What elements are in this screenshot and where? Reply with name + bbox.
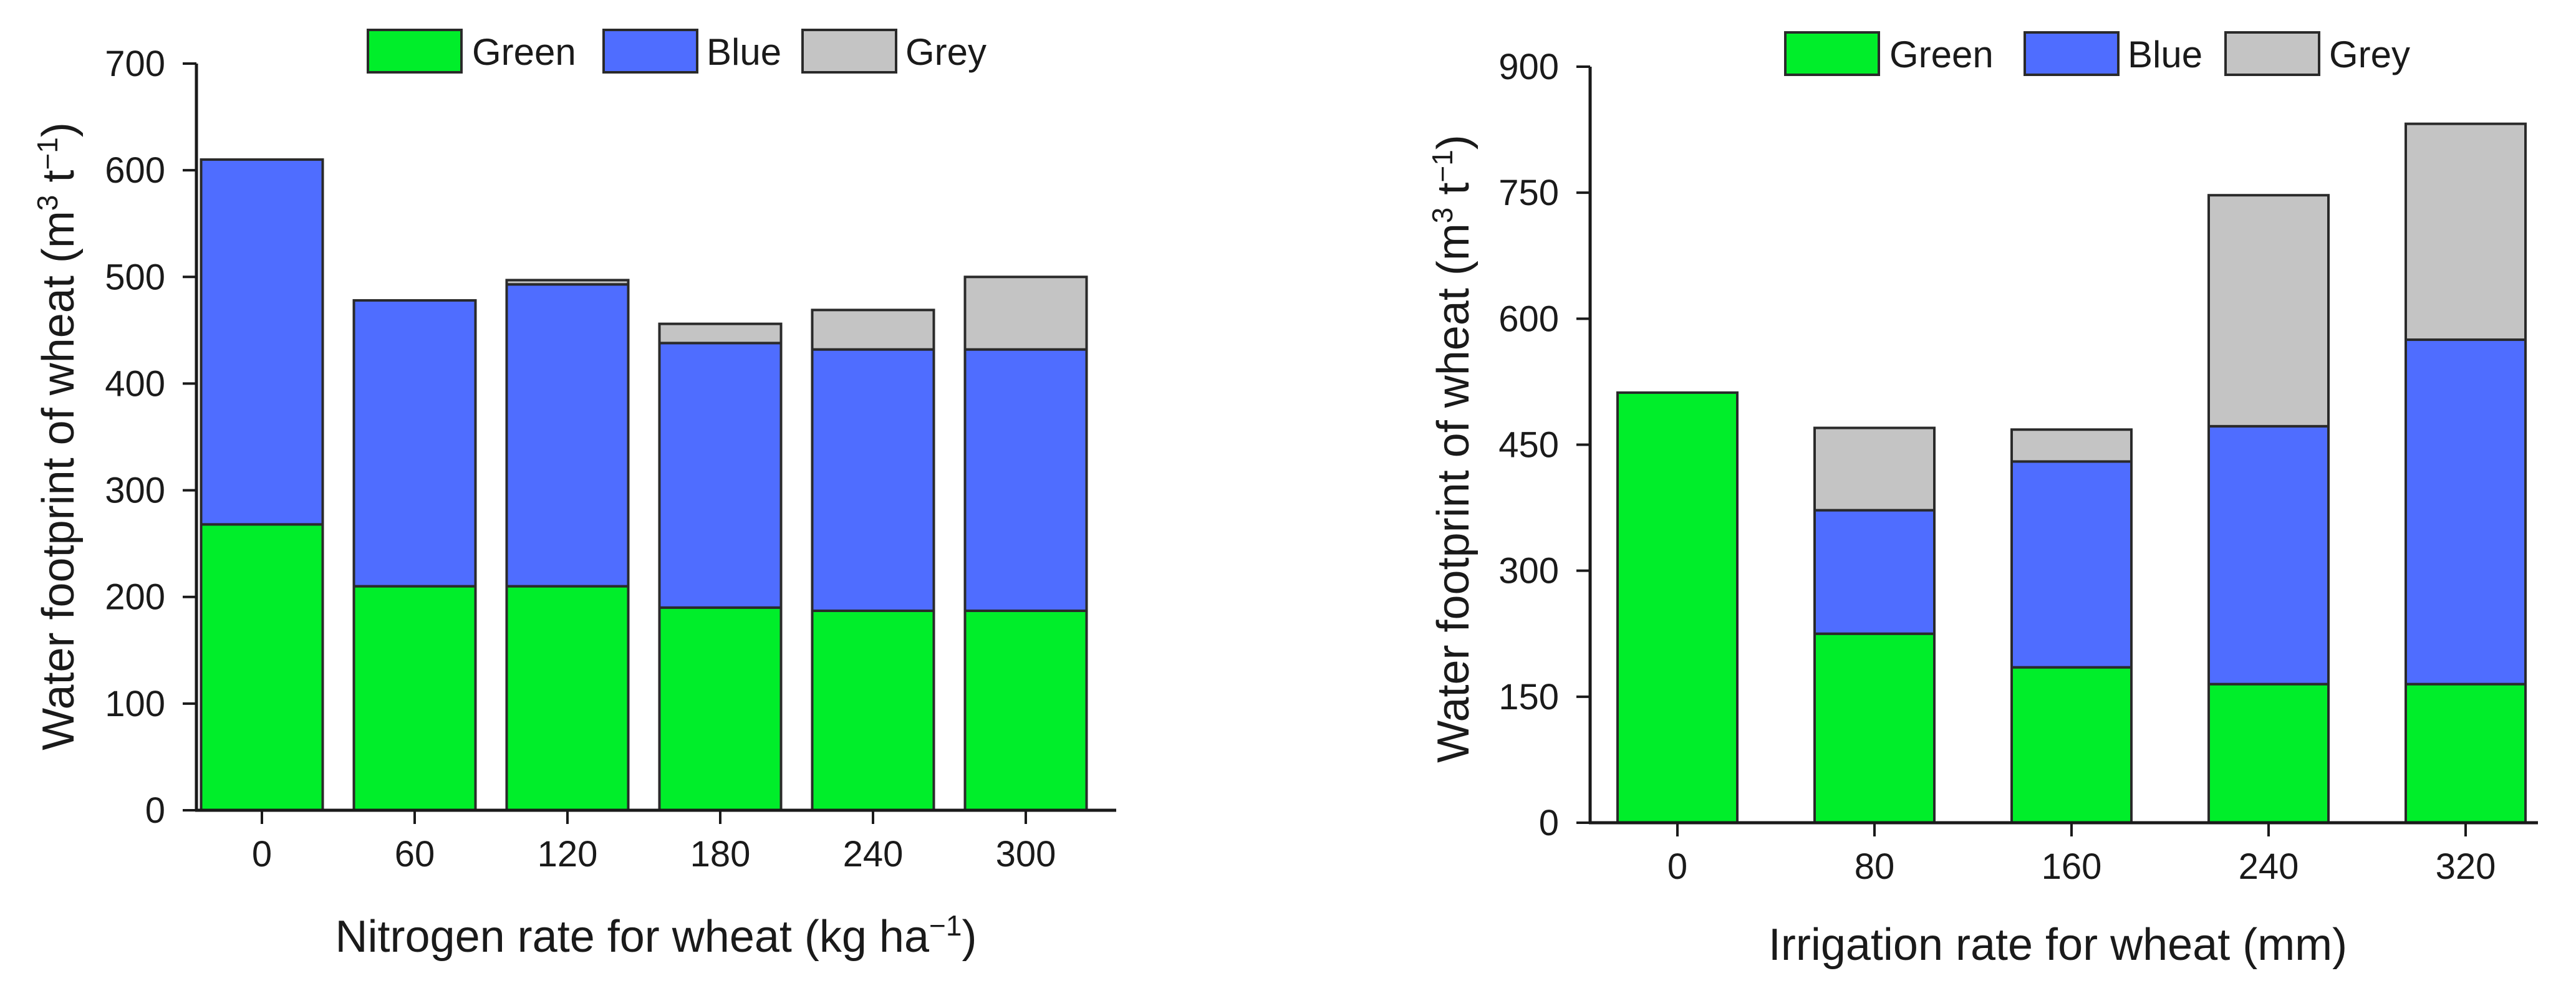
x-tick-label-80: 80	[1855, 846, 1895, 887]
bar-grey-300	[963, 275, 1088, 351]
legend-swatch-blue	[602, 29, 698, 74]
bar-blue-300	[963, 348, 1088, 612]
y-title-tail: )	[1429, 135, 1479, 150]
x-tick-label-180: 180	[690, 834, 751, 874]
chart-1-x-axis-title: Irrigation rate for wheat (mm)	[1768, 920, 2347, 970]
y-tick-label-150: 150	[1498, 677, 1559, 717]
chart-0-y-ticks: 0 100 200 300 400 500 600 700	[105, 44, 196, 831]
x-tick-label-300: 300	[996, 834, 1056, 874]
chart-0-y-axis-title: Water footprint of wheat (m3 t−1)	[31, 122, 84, 750]
bar-blue-240	[2207, 424, 2330, 686]
y-title-tail: )	[34, 122, 84, 137]
bar-grey-80	[1813, 426, 1936, 512]
bar-blue-240	[811, 348, 935, 612]
y-tick-label-0: 0	[1539, 803, 1559, 843]
legend-swatch-grey	[2224, 31, 2320, 76]
legend-label-blue: Blue	[707, 31, 781, 73]
legend-swatch-green	[367, 29, 463, 74]
y-title-text: Water footprint of wheat (m	[1429, 223, 1479, 763]
x-tick-label-0: 0	[252, 834, 272, 874]
y-title-sup2: −1	[1426, 150, 1459, 182]
bar-blue-0	[200, 158, 324, 526]
bar-grey-120	[505, 279, 630, 286]
y-tick-label-600: 600	[1498, 299, 1559, 339]
bar-blue-180	[658, 342, 783, 609]
legend-label-grey: Grey	[905, 31, 987, 73]
bar-green-180	[658, 606, 783, 812]
bar-green-60	[352, 585, 477, 812]
x-tick-label-240: 240	[843, 834, 904, 874]
y-tick-label-400: 400	[105, 363, 165, 404]
bar-green-300	[963, 609, 1088, 812]
bar-green-240	[2207, 682, 2330, 825]
bar-green-120	[505, 585, 630, 812]
x-title-tail: )	[962, 912, 977, 962]
bar-green-160	[2010, 666, 2133, 825]
x-tick-label-60: 60	[395, 834, 435, 874]
x-tick-label-240: 240	[2239, 846, 2299, 887]
chart-1-bars	[1616, 122, 2527, 825]
y-tick-label-750: 750	[1498, 173, 1559, 213]
bar-green-0	[200, 523, 324, 812]
bar-blue-80	[1813, 509, 1936, 635]
y-title-sup1: 3	[1426, 208, 1459, 224]
y-tick-label-0: 0	[145, 790, 165, 831]
y-title-sup1: 3	[31, 195, 64, 211]
bar-green-0	[1616, 391, 1739, 824]
chart-0-x-axis-title: Nitrogen rate for wheat (kg ha−1)	[335, 909, 977, 962]
legend-label-green: Green	[1889, 34, 1994, 75]
legend-swatch-blue	[2024, 31, 2120, 76]
chart-1-y-ticks: 0 150 300 450 600 750 900	[1498, 47, 1590, 843]
legend-label-green: Green	[472, 31, 576, 73]
x-title-text: Nitrogen rate for wheat (kg ha	[335, 912, 930, 962]
bar-blue-160	[2010, 460, 2133, 669]
bar-blue-120	[505, 283, 630, 588]
bar-grey-180	[658, 322, 783, 345]
chart-0-x-ticks: 0 60 120 180 240 300	[252, 810, 1056, 874]
y-tick-label-200: 200	[105, 577, 165, 618]
chart-0-legend: Green Blue Grey	[367, 29, 987, 74]
bar-grey-160	[2010, 428, 2133, 463]
y-title-mid: t	[34, 170, 84, 195]
bar-green-80	[1813, 632, 1936, 824]
bar-grey-320	[2405, 122, 2527, 342]
irrigation-rate-chart: Green Blue Grey 0 150 300 450 600 750 900 0 80 1…	[1426, 31, 2538, 970]
x-tick-label-320: 320	[2436, 846, 2496, 887]
y-tick-label-600: 600	[105, 150, 165, 191]
bar-grey-240	[811, 309, 935, 351]
legend-swatch-grey	[801, 29, 897, 74]
bar-green-320	[2405, 682, 2527, 825]
y-title-sup2: −1	[31, 137, 64, 170]
chart-1-y-axis-title: Water footprint of wheat (m3 t−1)	[1426, 135, 1479, 763]
x-tick-label-160: 160	[2042, 846, 2102, 887]
y-tick-label-100: 100	[105, 684, 165, 724]
y-tick-label-300: 300	[105, 471, 165, 511]
x-tick-label-0: 0	[1667, 846, 1687, 887]
y-title-text: Water footprint of wheat (m	[34, 211, 84, 750]
y-tick-label-900: 900	[1498, 47, 1559, 87]
x-tick-label-120: 120	[538, 834, 598, 874]
legend-label-blue: Blue	[2128, 34, 2202, 75]
x-title-sup: −1	[929, 909, 962, 942]
y-tick-label-500: 500	[105, 257, 165, 297]
y-tick-label-700: 700	[105, 44, 165, 84]
y-tick-label-300: 300	[1498, 551, 1559, 591]
bar-green-240	[811, 609, 935, 812]
bar-blue-320	[2405, 338, 2527, 686]
legend-swatch-green	[1784, 31, 1880, 76]
chart-1-x-ticks: 0 80 160 240 320	[1667, 823, 2496, 887]
bar-grey-240	[2207, 194, 2330, 428]
chart-1-legend: Green Blue Grey	[1784, 31, 2410, 76]
bar-blue-60	[352, 299, 477, 588]
legend-label-grey: Grey	[2329, 34, 2410, 75]
y-title-mid: t	[1429, 183, 1479, 208]
chart-0-bars	[200, 158, 1088, 812]
y-tick-label-450: 450	[1498, 425, 1559, 466]
